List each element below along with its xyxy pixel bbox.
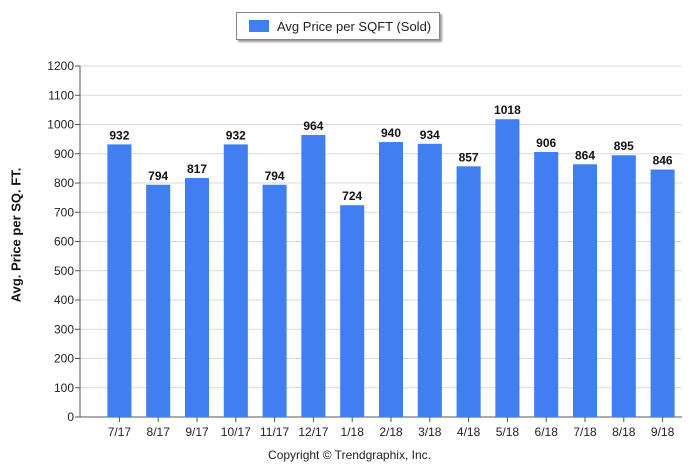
y-tick-label: 100 bbox=[54, 381, 74, 395]
y-tick-label: 1000 bbox=[47, 118, 74, 132]
data-label: 940 bbox=[381, 126, 401, 140]
y-tick-label: 1200 bbox=[47, 59, 74, 73]
data-label: 724 bbox=[342, 189, 362, 203]
x-tick-label: 7/17 bbox=[108, 425, 132, 439]
x-tick-label: 5/18 bbox=[496, 425, 520, 439]
bar bbox=[417, 143, 442, 417]
x-tick-label: 9/18 bbox=[651, 425, 675, 439]
data-label: 1018 bbox=[494, 103, 521, 117]
bar bbox=[223, 144, 248, 417]
y-tick-label: 0 bbox=[67, 410, 74, 424]
data-label: 906 bbox=[536, 136, 556, 150]
bar bbox=[650, 169, 675, 417]
y-tick-label: 400 bbox=[54, 293, 74, 307]
data-label: 932 bbox=[109, 128, 129, 142]
bar bbox=[378, 142, 404, 418]
copyright-text: Copyright © Trendgraphix, Inc. bbox=[268, 448, 431, 462]
y-axis-title-container: Avg. Price per SQ. FT. bbox=[4, 140, 28, 330]
data-label: 794 bbox=[148, 169, 168, 183]
bar bbox=[301, 135, 326, 417]
bar bbox=[534, 151, 559, 417]
x-tick-label: 11/17 bbox=[260, 425, 289, 439]
data-label: 932 bbox=[226, 128, 246, 142]
y-tick-label: 500 bbox=[54, 264, 74, 278]
bar bbox=[262, 184, 287, 417]
data-label: 857 bbox=[459, 150, 479, 164]
legend-swatch bbox=[249, 20, 269, 32]
bar bbox=[495, 119, 520, 418]
bar bbox=[572, 164, 598, 417]
x-tick-label: 9/17 bbox=[185, 425, 209, 439]
y-tick-label: 300 bbox=[54, 322, 74, 336]
data-label: 794 bbox=[265, 169, 285, 183]
y-axis-title: Avg. Price per SQ. FT. bbox=[8, 167, 24, 303]
y-tick-label: 600 bbox=[54, 235, 74, 249]
data-label: 817 bbox=[187, 162, 207, 176]
legend: Avg Price per SQFT (Sold) bbox=[236, 12, 440, 40]
x-tick-label: 2/18 bbox=[379, 425, 403, 439]
legend-label: Avg Price per SQFT (Sold) bbox=[277, 18, 432, 34]
data-label: 934 bbox=[420, 128, 440, 142]
x-tick-label: 12/17 bbox=[298, 425, 328, 439]
data-label: 964 bbox=[303, 119, 323, 133]
bar bbox=[107, 144, 132, 417]
y-tick-label: 200 bbox=[54, 352, 74, 366]
x-tick-label: 3/18 bbox=[418, 425, 442, 439]
y-tick-label: 800 bbox=[54, 176, 74, 190]
x-tick-label: 1/18 bbox=[341, 425, 365, 439]
data-label: 846 bbox=[653, 154, 673, 168]
x-tick-label: 7/18 bbox=[573, 425, 597, 439]
bar bbox=[611, 155, 636, 417]
x-tick-label: 6/18 bbox=[535, 425, 559, 439]
bar bbox=[340, 205, 365, 417]
x-tick-label: 8/17 bbox=[147, 425, 171, 439]
y-tick-label: 1100 bbox=[48, 88, 74, 102]
x-tick-label: 8/18 bbox=[612, 425, 636, 439]
x-tick-label: 4/18 bbox=[457, 425, 481, 439]
y-tick-label: 700 bbox=[54, 205, 74, 219]
data-label: 864 bbox=[575, 148, 595, 162]
bar bbox=[146, 184, 171, 417]
data-label: 895 bbox=[614, 139, 634, 153]
y-tick-label: 900 bbox=[54, 147, 74, 161]
bar bbox=[184, 178, 210, 417]
x-tick-label: 10/17 bbox=[221, 425, 251, 439]
bar bbox=[456, 166, 481, 417]
